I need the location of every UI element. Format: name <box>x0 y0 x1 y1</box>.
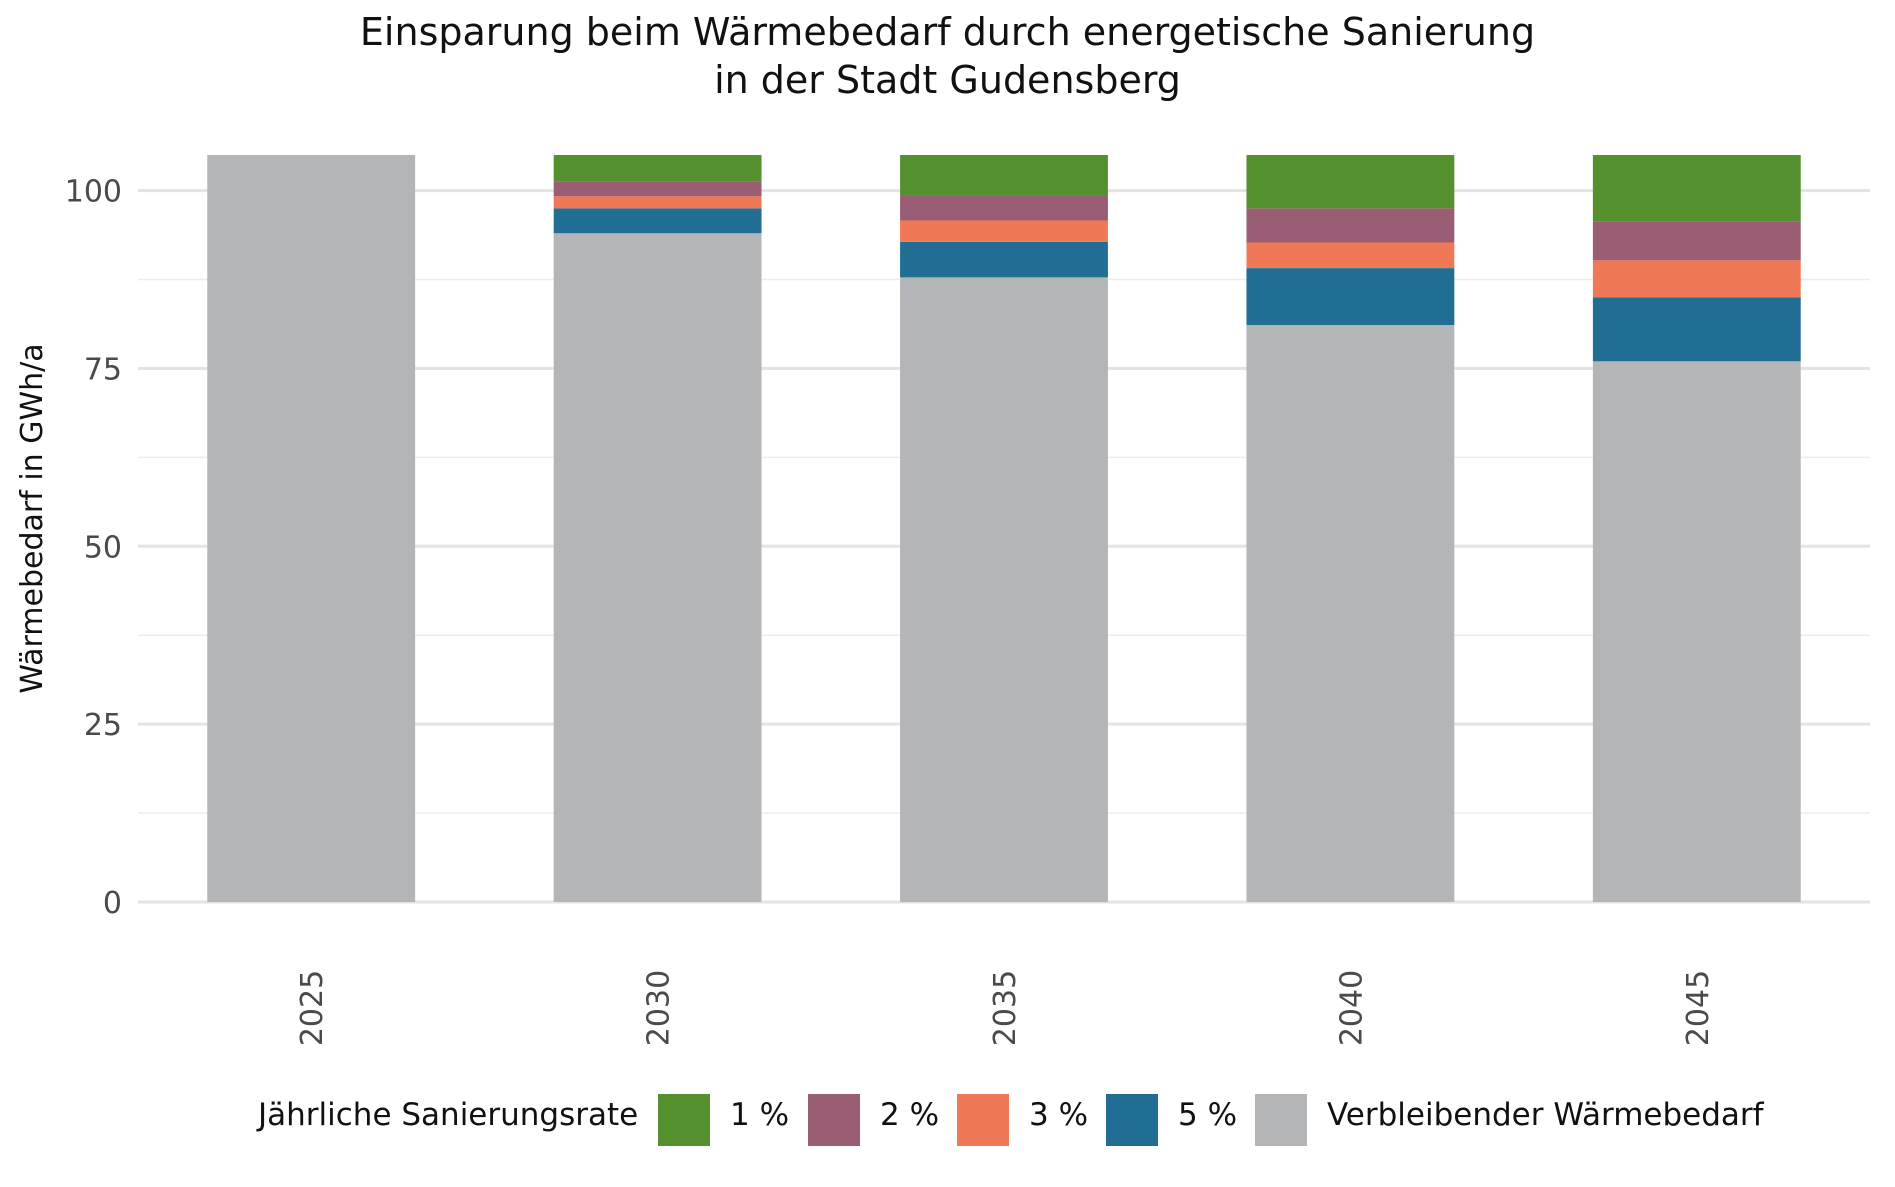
y-tick-label: 50 <box>84 530 122 565</box>
legend-label: Verbleibender Wärmebedarf <box>1327 1097 1765 1133</box>
bar-segment-2025-verbleibender-w-rmebedarf <box>207 155 416 902</box>
bar-segment-2030-verbleibender-w-rmebedarf <box>553 233 762 902</box>
bar-segment-2030-3- <box>553 196 762 209</box>
bar-segment-2035-1- <box>900 155 1108 196</box>
x-tick-label: 2040 <box>1334 970 1369 1046</box>
bar-segment-2030-2- <box>553 181 762 197</box>
bar-segment-2035-verbleibender-w-rmebedarf <box>900 277 1108 902</box>
bar-segment-2040-1- <box>1246 155 1455 209</box>
x-tick-label: 2030 <box>642 970 677 1046</box>
bar-segment-2035-5- <box>900 241 1108 278</box>
bar-segment-2045-3- <box>1592 260 1801 298</box>
legend-swatch <box>1106 1094 1158 1146</box>
axis-layer: 0 25 50 75 100 2025 2030 2035 2040 2045 Wärmebedar… <box>15 175 1716 1047</box>
x-tick-label: 2045 <box>1681 970 1716 1046</box>
bar-segment-2035-3- <box>900 220 1108 242</box>
legend-swatch <box>957 1094 1009 1146</box>
bar-segment-2030-5- <box>553 208 762 234</box>
bar-segment-2045-1- <box>1592 155 1801 222</box>
bar-segment-2040-5- <box>1246 268 1455 326</box>
bar-segment-2035-2- <box>900 195 1108 221</box>
legend-swatch <box>1255 1094 1307 1146</box>
legend-label: 2 % <box>880 1097 939 1133</box>
bar-segment-2040-3- <box>1246 242 1455 269</box>
y-tick-label: 75 <box>84 352 122 387</box>
bar-segment-2040-2- <box>1246 208 1455 243</box>
legend-label: 3 % <box>1029 1097 1088 1133</box>
legend-label: 5 % <box>1178 1097 1237 1133</box>
x-tick-label: 2025 <box>295 970 330 1046</box>
y-tick-label: 25 <box>84 708 122 743</box>
legend-swatch <box>658 1094 710 1146</box>
y-tick-label: 0 <box>103 886 122 921</box>
bar-segment-2045-2- <box>1592 221 1801 261</box>
bar-layer <box>207 155 1801 902</box>
bar-segment-2040-verbleibender-w-rmebedarf <box>1246 325 1455 902</box>
bar-segment-2045-5- <box>1592 297 1801 362</box>
chart-title-line-1: Einsparung beim Wärmebedarf durch energe… <box>359 10 1536 54</box>
x-tick-label: 2035 <box>988 970 1023 1046</box>
bar-segment-2030-1- <box>553 155 762 182</box>
legend-title: Jährliche Sanierungsrate <box>256 1097 638 1133</box>
bar-segment-2045-verbleibender-w-rmebedarf <box>1592 361 1801 902</box>
legend-swatch <box>808 1094 860 1146</box>
y-axis-title: Wärmebedarf in GWh/a <box>15 343 50 693</box>
legend-layer: Jährliche Sanierungsrate 1 % 2 % 3 % 5 % Verb… <box>256 1094 1765 1146</box>
y-tick-label: 100 <box>65 175 122 210</box>
legend-label: 1 % <box>730 1097 789 1133</box>
chart-title: Einsparung beim Wärmebedarf durch energe… <box>0 8 1895 104</box>
chart-title-line-2: in der Stadt Gudensberg <box>714 58 1181 102</box>
